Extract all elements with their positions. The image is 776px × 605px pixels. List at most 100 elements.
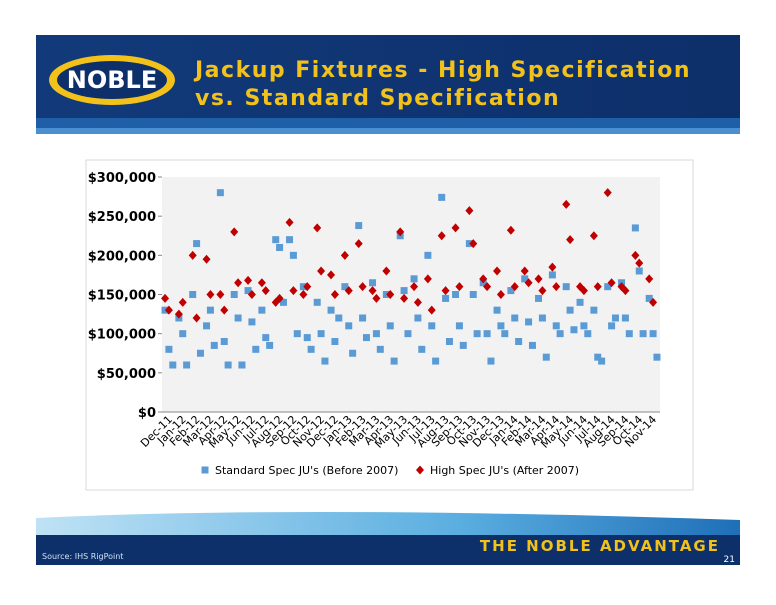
data-point bbox=[327, 270, 336, 280]
data-point bbox=[437, 231, 446, 241]
data-point bbox=[552, 322, 560, 330]
data-point bbox=[317, 330, 325, 338]
data-point bbox=[520, 266, 529, 276]
data-point bbox=[455, 322, 463, 330]
data-point bbox=[313, 298, 321, 306]
legend-marker bbox=[201, 466, 209, 474]
data-point bbox=[625, 330, 633, 338]
data-point bbox=[428, 322, 436, 330]
data-point bbox=[621, 286, 630, 296]
tagline: THE NOBLE ADVANTAGE bbox=[480, 537, 720, 555]
data-point bbox=[203, 322, 211, 330]
data-point bbox=[580, 322, 588, 330]
data-point bbox=[372, 330, 380, 338]
data-point bbox=[511, 314, 519, 322]
data-point bbox=[368, 286, 377, 296]
data-point bbox=[244, 275, 253, 285]
data-point bbox=[355, 222, 363, 230]
data-point bbox=[341, 283, 349, 291]
data-point bbox=[635, 258, 644, 268]
data-point bbox=[493, 266, 502, 276]
data-point bbox=[317, 266, 326, 276]
logo-text: NOBLE bbox=[67, 66, 157, 94]
data-point bbox=[303, 282, 312, 292]
data-point bbox=[548, 271, 556, 279]
data-point bbox=[359, 314, 367, 322]
data-point bbox=[164, 305, 173, 315]
data-point bbox=[345, 322, 353, 330]
data-point bbox=[234, 314, 242, 322]
legend-label: Standard Spec JU's (Before 2007) bbox=[215, 464, 398, 477]
data-point bbox=[321, 357, 329, 365]
data-point bbox=[289, 286, 298, 296]
data-point bbox=[510, 282, 519, 292]
data-point bbox=[413, 297, 422, 307]
data-point bbox=[538, 314, 546, 322]
data-point bbox=[230, 291, 238, 298]
legend-label: High Spec JU's (After 2007) bbox=[430, 464, 579, 477]
data-point bbox=[649, 297, 658, 307]
data-point bbox=[349, 349, 357, 357]
data-point bbox=[414, 314, 422, 322]
data-point bbox=[590, 306, 598, 314]
source: Source: IHS RigPoint bbox=[42, 552, 123, 561]
data-point bbox=[645, 274, 654, 284]
data-point bbox=[220, 338, 228, 345]
data-point bbox=[230, 227, 239, 237]
data-point bbox=[424, 251, 432, 259]
data-point bbox=[556, 330, 564, 338]
data-point bbox=[442, 294, 450, 302]
y-tick-label: $150,000 bbox=[88, 289, 156, 304]
data-point bbox=[330, 290, 339, 299]
data-point bbox=[386, 322, 394, 330]
data-point bbox=[438, 193, 446, 201]
data-point bbox=[224, 361, 232, 369]
data-point bbox=[515, 338, 523, 345]
data-point bbox=[423, 274, 432, 284]
data-point bbox=[279, 298, 287, 306]
data-point bbox=[552, 282, 561, 292]
data-point bbox=[178, 297, 187, 307]
data-point bbox=[524, 278, 533, 288]
data-point bbox=[487, 357, 495, 365]
logo: NOBLE bbox=[49, 55, 175, 105]
data-point bbox=[210, 341, 218, 349]
data-point bbox=[299, 290, 308, 299]
y-tick-label: $50,000 bbox=[97, 367, 156, 382]
data-point bbox=[216, 189, 224, 197]
data-point bbox=[410, 275, 418, 283]
data-point bbox=[362, 334, 370, 342]
data-point bbox=[174, 309, 183, 319]
data-point bbox=[261, 286, 270, 296]
data-point bbox=[247, 290, 256, 299]
data-point bbox=[607, 278, 616, 288]
data-point bbox=[451, 223, 460, 233]
data-point bbox=[501, 330, 509, 338]
data-point bbox=[275, 293, 284, 303]
data-point bbox=[639, 330, 647, 338]
data-point bbox=[276, 244, 284, 251]
data-point bbox=[631, 250, 640, 260]
data-point bbox=[262, 334, 270, 342]
data-point bbox=[202, 254, 211, 264]
data-point bbox=[327, 306, 335, 314]
data-point bbox=[576, 298, 584, 306]
data-point bbox=[479, 274, 488, 284]
data-point bbox=[534, 274, 543, 284]
data-point bbox=[562, 199, 571, 209]
data-point bbox=[452, 291, 460, 298]
data-point bbox=[493, 306, 501, 314]
plot-area bbox=[162, 177, 660, 412]
data-point bbox=[473, 330, 481, 338]
data-point bbox=[188, 250, 197, 260]
data-point bbox=[252, 345, 260, 353]
data-point bbox=[631, 224, 639, 232]
data-point bbox=[331, 338, 339, 345]
data-point bbox=[562, 283, 570, 291]
data-point bbox=[192, 313, 201, 323]
data-point bbox=[538, 286, 547, 296]
data-point bbox=[441, 286, 450, 296]
legend-marker bbox=[416, 465, 424, 475]
header-stripe bbox=[36, 128, 740, 134]
